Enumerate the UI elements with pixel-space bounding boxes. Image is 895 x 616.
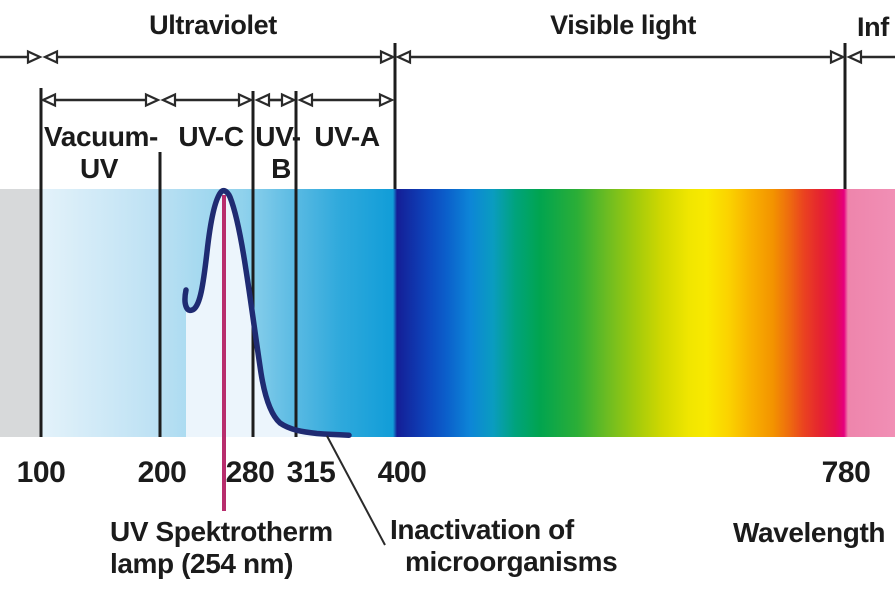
uv-a-label: UV-A [314,121,380,152]
tick-200: 200 [137,456,187,489]
wavelength-label: Wavelength [733,517,886,548]
annotation-connector-line [326,435,386,546]
lamp-label-line1: UV Spektrotherm [110,516,333,547]
spectrum-band [0,189,895,437]
boundary-lines [39,43,847,437]
uv-b-label-line1: UV- [255,121,301,152]
tick-780: 780 [821,456,871,489]
lamp-label-line2: lamp (254 nm) [110,548,294,579]
infrared-title: Inf [857,12,889,42]
tick-280: 280 [225,456,275,489]
vacuum-uv-label-line1: Vacuum- [44,121,158,152]
tick-400: 400 [377,456,427,489]
top-dimension-arrowheads [26,49,863,65]
inactivation-label-line1: Inactivation of [390,514,574,545]
lamp-emission-curve [182,188,352,438]
inactivation-label-line2: microorganisms [405,546,618,577]
vacuum-uv-label-line2: UV [79,153,119,184]
tick-315: 315 [286,456,336,489]
tick-100: 100 [16,456,66,489]
ultraviolet-title: Ultraviolet [149,10,277,40]
visible-light-title: Visible light [550,10,696,40]
uv-c-label: UV-C [178,121,244,152]
uv-zone-arrowheads [40,92,395,108]
uv-b-label-line2: B [271,153,291,184]
